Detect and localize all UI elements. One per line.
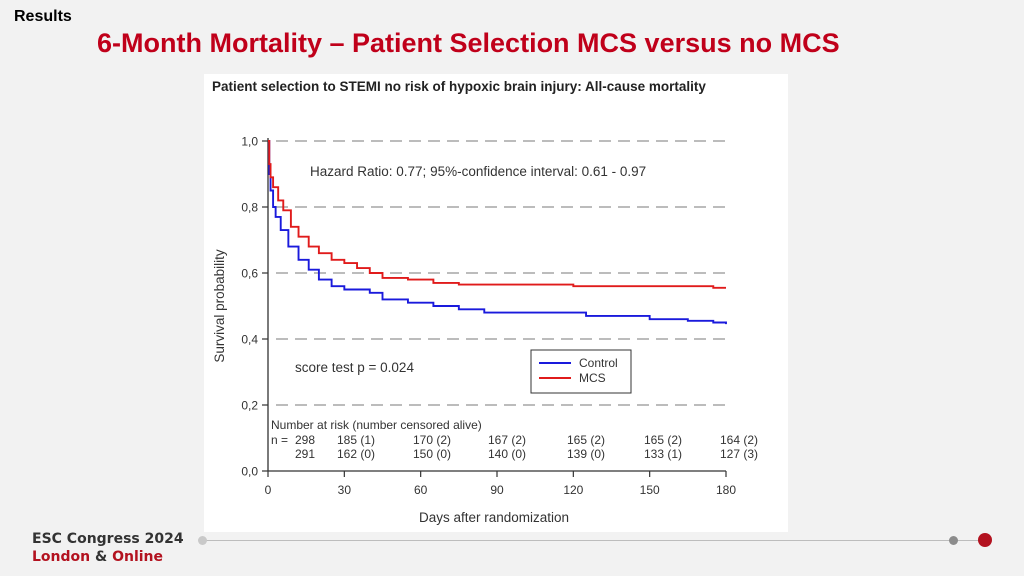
risk-table-cell: 164 (2)	[720, 433, 758, 447]
chart-title: Patient selection to STEMI no risk of hy…	[212, 79, 706, 94]
risk-table-cell: 298	[295, 433, 315, 447]
section-label: Results	[14, 8, 72, 25]
footer-city: London	[32, 549, 91, 565]
footer-online: Online	[112, 549, 164, 565]
footer-dot-grey	[949, 536, 958, 545]
risk-table-cell: 133 (1)	[644, 447, 682, 461]
footer-brand-line1: ESC Congress 2024	[32, 531, 184, 547]
y-tick-label: 1,0	[241, 135, 258, 149]
risk-table-prefix: n =	[271, 433, 291, 447]
footer-dot-start	[198, 536, 207, 545]
footer-amp: &	[95, 549, 108, 565]
risk-table-cell: 165 (2)	[644, 433, 682, 447]
hazard-ratio-annotation: Hazard Ratio: 0.77; 95%-confidence inter…	[310, 164, 646, 179]
x-tick-label: 120	[563, 483, 583, 497]
slide-title: 6-Month Mortality – Patient Selection MC…	[97, 28, 840, 58]
score-test-annotation: score test p = 0.024	[295, 360, 414, 375]
y-tick-label: 0,2	[241, 399, 258, 413]
risk-table-cell: 185 (1)	[337, 433, 375, 447]
risk-table-header: Number at risk (number censored alive)	[271, 418, 482, 432]
risk-table-cell: 165 (2)	[567, 433, 605, 447]
risk-table-cell: 170 (2)	[413, 433, 451, 447]
y-tick-label: 0,4	[241, 333, 258, 347]
chart-panel: Patient selection to STEMI no risk of hy…	[204, 74, 788, 532]
footer-dot-red	[978, 533, 992, 547]
risk-table-cell: 127 (3)	[720, 447, 758, 461]
footer-divider	[200, 540, 986, 541]
risk-table-cell: 140 (0)	[488, 447, 526, 461]
survival-chart: Patient selection to STEMI no risk of hy…	[212, 79, 758, 525]
x-tick-label: 90	[490, 483, 504, 497]
risk-table-cell: 167 (2)	[488, 433, 526, 447]
risk-table-cell: 139 (0)	[567, 447, 605, 461]
x-axis-label: Days after randomization	[419, 510, 569, 525]
x-tick-label: 180	[716, 483, 736, 497]
legend-label-mcs: MCS	[579, 371, 606, 385]
series-line-control	[268, 140, 727, 325]
risk-table-cell: 150 (0)	[413, 447, 451, 461]
x-tick-label: 30	[338, 483, 352, 497]
risk-table-cell: 291	[295, 447, 315, 461]
legend-label-control: Control	[579, 356, 618, 370]
footer-brand-line2: London & Online	[32, 549, 184, 565]
series-line-mcs	[268, 140, 726, 289]
y-axis-label: Survival probability	[212, 249, 227, 363]
y-tick-label: 0,6	[241, 267, 258, 281]
x-tick-label: 150	[640, 483, 660, 497]
esc-congress-logo: ESC Congress 2024 London & Online	[32, 531, 184, 565]
y-tick-label: 0,8	[241, 201, 258, 215]
y-tick-label: 0,0	[241, 465, 258, 479]
x-tick-label: 60	[414, 483, 428, 497]
x-tick-label: 0	[265, 483, 272, 497]
risk-table-cell: 162 (0)	[337, 447, 375, 461]
legend-box	[530, 349, 632, 394]
